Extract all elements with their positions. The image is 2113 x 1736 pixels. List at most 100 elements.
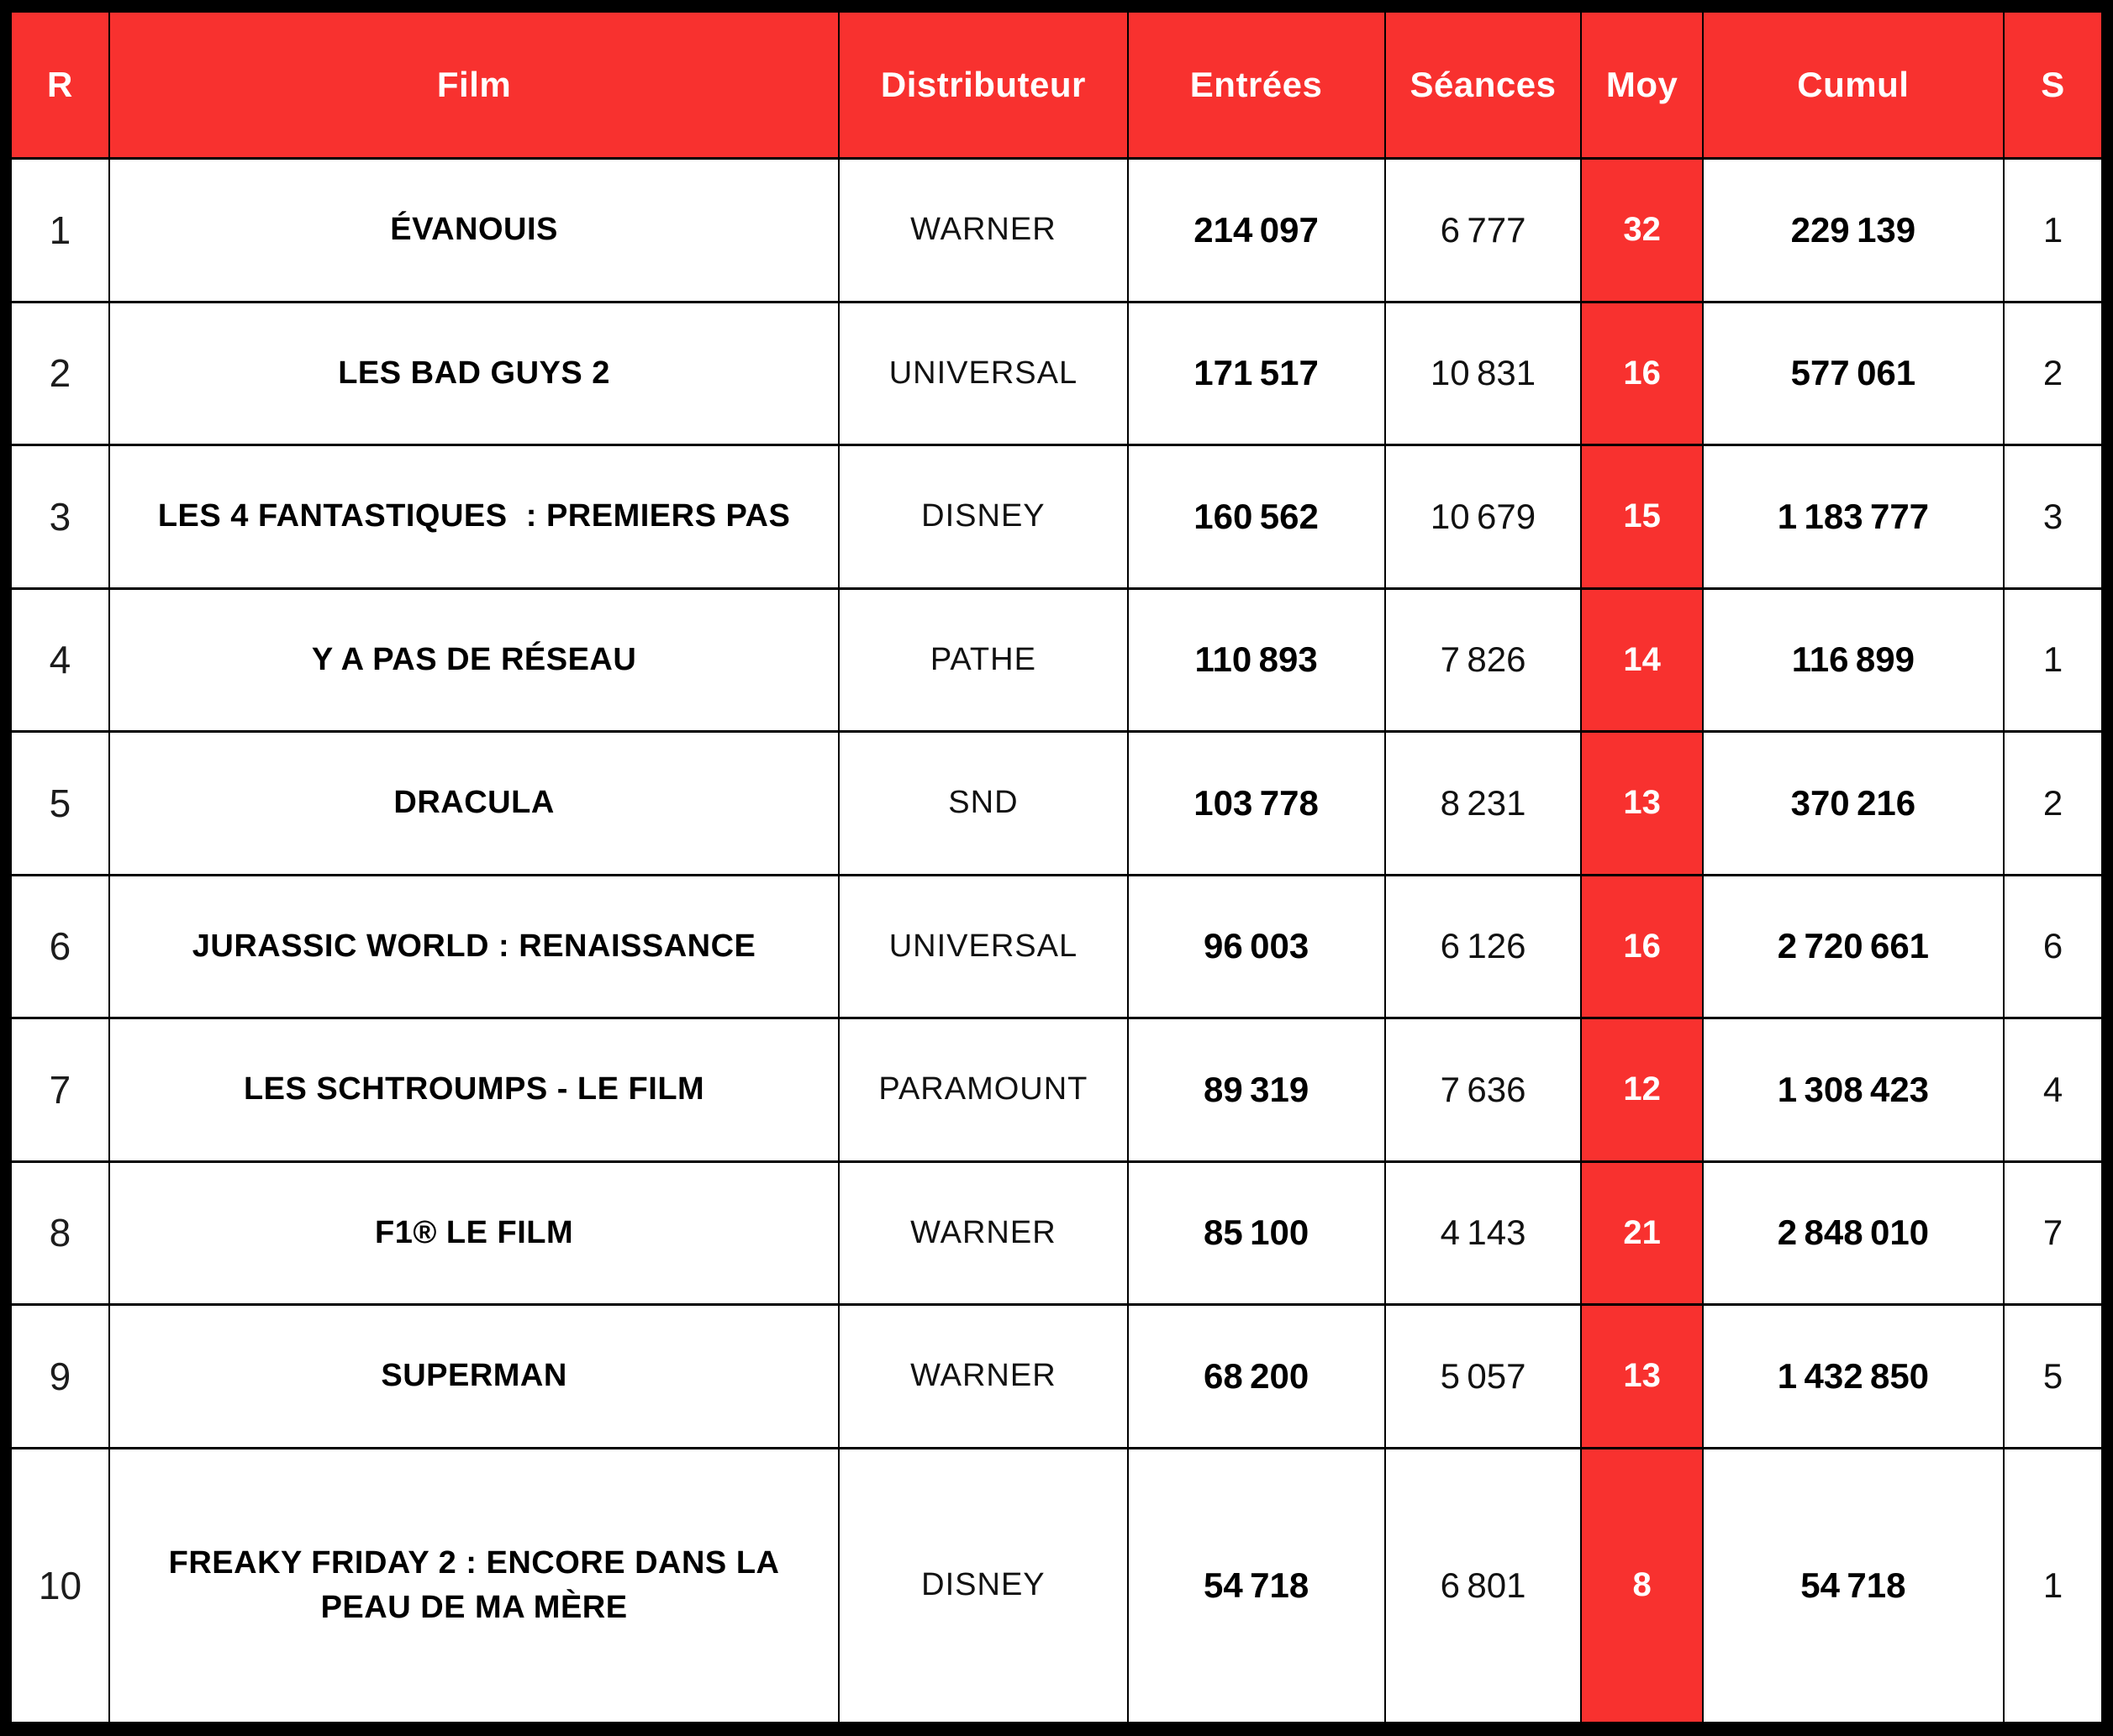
table-row: 6 JURASSIC WORLD : RENAISSANCE UNIVERSAL… [10,873,2103,1020]
weeks-count: 1 [2003,1446,2103,1725]
average-value: 16 [1580,300,1704,447]
cumulative-count: 2 848 010 [1701,1160,2005,1307]
weeks-count: 1 [2003,157,2103,303]
film-title: Y A PAS DE RÉSEAU [108,587,840,734]
cumulative-count: 116 899 [1701,587,2005,734]
distributor-name: WARNER [838,1160,1129,1307]
entries-count: 214 097 [1126,157,1386,303]
table-row: 10 FREAKY FRIDAY 2 : ENCORE DANS LA PEAU… [10,1446,2103,1725]
entries-count: 85 100 [1126,1160,1386,1307]
average-value: 12 [1580,1017,1704,1163]
distributor-name: UNIVERSAL [838,873,1129,1020]
film-title: FREAKY FRIDAY 2 : ENCORE DANS LA PEAU DE… [108,1446,840,1725]
entries-count: 96 003 [1126,873,1386,1020]
screenings-count: 6 801 [1383,1446,1583,1725]
film-title: LES BAD GUYS 2 [108,300,840,447]
average-value: 8 [1580,1446,1704,1725]
cumulative-count: 1 432 850 [1701,1303,2005,1449]
column-header-film: Film [108,10,840,160]
rank-cell: 5 [10,730,110,876]
average-value: 14 [1580,587,1704,734]
distributor-name: PARAMOUNT [838,1017,1129,1163]
table-row: 1 ÉVANOUIS WARNER 214 097 6 777 32 229 1… [10,157,2103,303]
table-row: 8 F1® LE FILM WARNER 85 100 4 143 21 2 8… [10,1160,2103,1307]
screenings-count: 10 679 [1383,444,1583,590]
column-header-rank: R [10,10,110,160]
screenings-count: 5 057 [1383,1303,1583,1449]
film-title: F1® LE FILM [108,1160,840,1307]
column-header-entries: Entrées [1126,10,1386,160]
screenings-count: 8 231 [1383,730,1583,876]
distributor-name: UNIVERSAL [838,300,1129,447]
average-value: 16 [1580,873,1704,1020]
film-title: JURASSIC WORLD : RENAISSANCE [108,873,840,1020]
table-row: 2 LES BAD GUYS 2 UNIVERSAL 171 517 10 83… [10,300,2103,447]
column-header-cumulative: Cumul [1701,10,2005,160]
table-row: 3 LES 4 FANTASTIQUES : PREMIERS PAS DISN… [10,444,2103,590]
screenings-count: 6 126 [1383,873,1583,1020]
column-header-screenings: Séances [1383,10,1583,160]
distributor-name: SND [838,730,1129,876]
distributor-name: WARNER [838,157,1129,303]
rank-cell: 7 [10,1017,110,1163]
entries-count: 89 319 [1126,1017,1386,1163]
entries-count: 171 517 [1126,300,1386,447]
film-title: ÉVANOUIS [108,157,840,303]
distributor-name: PATHE [838,587,1129,734]
rank-cell: 6 [10,873,110,1020]
weeks-count: 2 [2003,730,2103,876]
rank-cell: 4 [10,587,110,734]
cumulative-count: 370 216 [1701,730,2005,876]
screenings-count: 6 777 [1383,157,1583,303]
table-row: 7 LES SCHTROUMPS - LE FILM PARAMOUNT 89 … [10,1017,2103,1163]
weeks-count: 5 [2003,1303,2103,1449]
cumulative-count: 577 061 [1701,300,2005,447]
rank-cell: 3 [10,444,110,590]
table-header: R Film Distributeur Entrées Séances Moy … [10,10,2103,160]
screenings-count: 7 636 [1383,1017,1583,1163]
rank-cell: 10 [10,1446,110,1725]
entries-count: 110 893 [1126,587,1386,734]
header-row: R Film Distributeur Entrées Séances Moy … [10,10,2103,160]
rank-cell: 1 [10,157,110,303]
table-row: 9 SUPERMAN WARNER 68 200 5 057 13 1 432 … [10,1303,2103,1449]
column-header-distributor: Distributeur [838,10,1129,160]
rank-cell: 8 [10,1160,110,1307]
entries-count: 103 778 [1126,730,1386,876]
weeks-count: 6 [2003,873,2103,1020]
entries-count: 160 562 [1126,444,1386,590]
film-title: SUPERMAN [108,1303,840,1449]
weeks-count: 4 [2003,1017,2103,1163]
average-value: 13 [1580,730,1704,876]
table-row: 4 Y A PAS DE RÉSEAU PATHE 110 893 7 826 … [10,587,2103,734]
weeks-count: 1 [2003,587,2103,734]
film-title: LES 4 FANTASTIQUES : PREMIERS PAS [108,444,840,590]
column-header-average: Moy [1580,10,1704,160]
column-header-weeks: S [2003,10,2103,160]
rank-cell: 9 [10,1303,110,1449]
cumulative-count: 1 183 777 [1701,444,2005,590]
cumulative-count: 1 308 423 [1701,1017,2005,1163]
average-value: 13 [1580,1303,1704,1449]
rank-cell: 2 [10,300,110,447]
average-value: 21 [1580,1160,1704,1307]
weeks-count: 3 [2003,444,2103,590]
weeks-count: 7 [2003,1160,2103,1307]
film-title: DRACULA [108,730,840,876]
table-body: 1 ÉVANOUIS WARNER 214 097 6 777 32 229 1… [10,157,2103,1725]
cumulative-count: 229 139 [1701,157,2005,303]
screenings-count: 7 826 [1383,587,1583,734]
table-row: 5 DRACULA SND 103 778 8 231 13 370 216 2 [10,730,2103,876]
entries-count: 54 718 [1126,1446,1386,1725]
average-value: 15 [1580,444,1704,590]
cumulative-count: 2 720 661 [1701,873,2005,1020]
entries-count: 68 200 [1126,1303,1386,1449]
film-title: LES SCHTROUMPS - LE FILM [108,1017,840,1163]
distributor-name: WARNER [838,1303,1129,1449]
weeks-count: 2 [2003,300,2103,447]
screenings-count: 4 143 [1383,1160,1583,1307]
screenings-count: 10 831 [1383,300,1583,447]
box-office-table: R Film Distributeur Entrées Séances Moy … [10,10,2103,1725]
distributor-name: DISNEY [838,444,1129,590]
